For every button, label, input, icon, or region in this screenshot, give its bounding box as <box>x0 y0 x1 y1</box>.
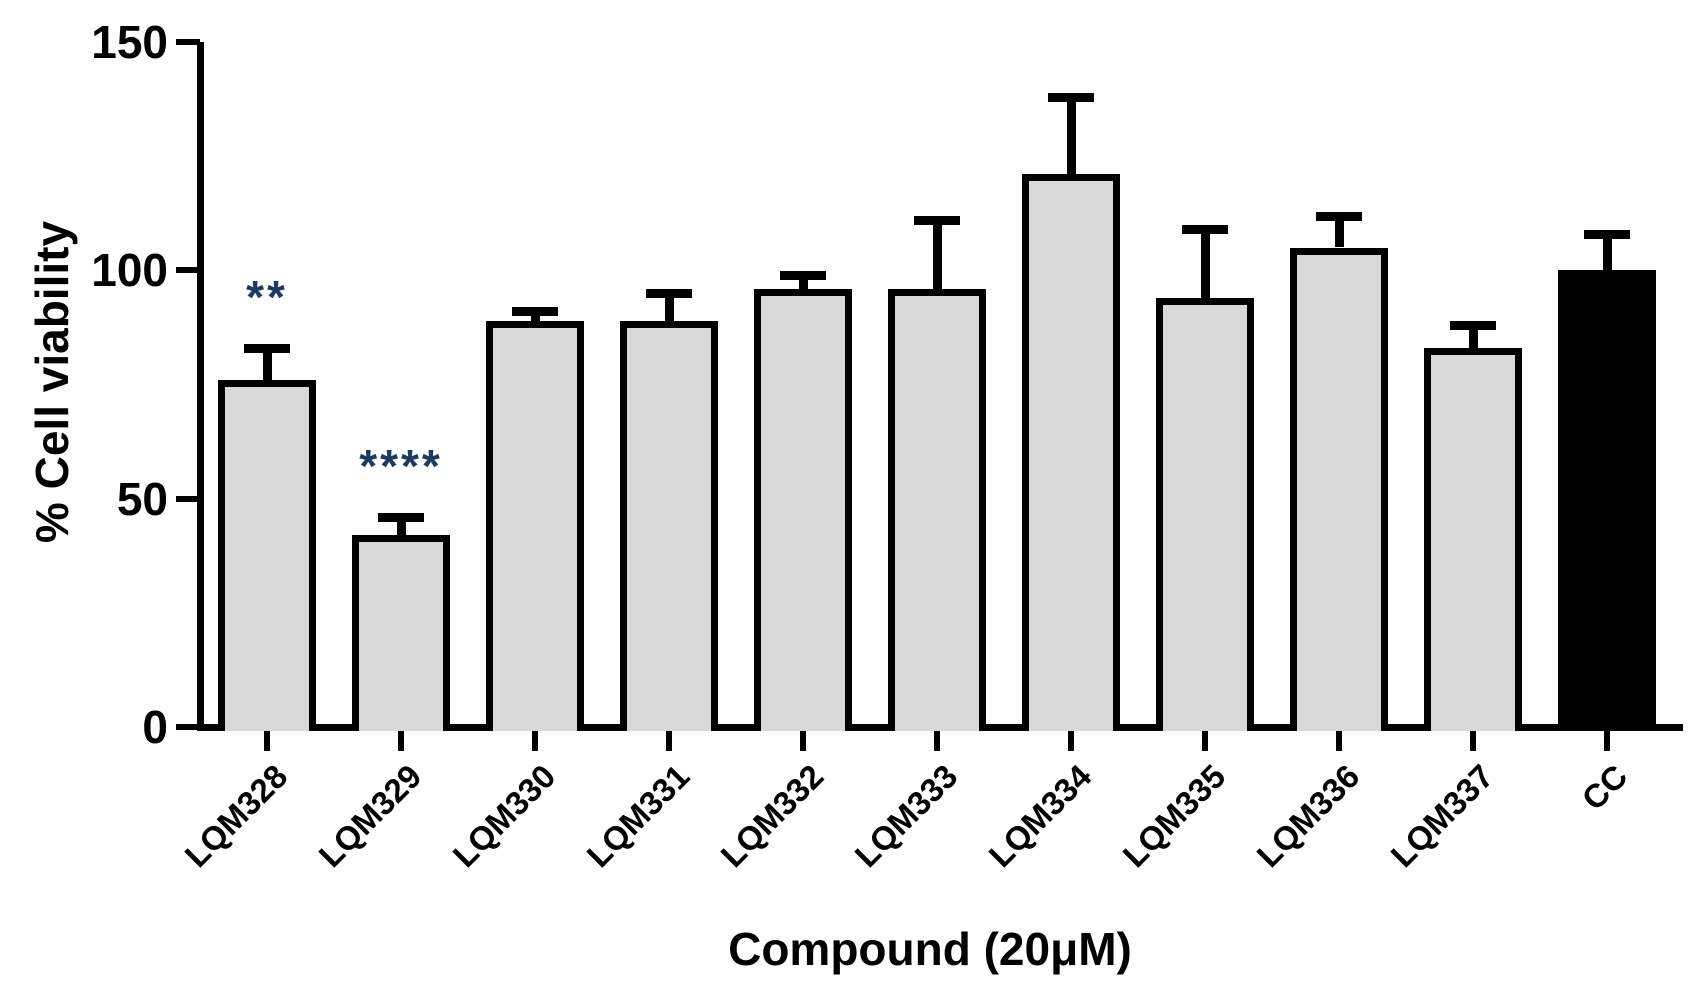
x-tick-LQM330 <box>532 731 538 751</box>
x-tick-label-LQM335: LQM335 <box>1115 757 1233 875</box>
x-tick-LQM332 <box>800 731 806 751</box>
x-tick-LQM328 <box>264 731 270 751</box>
bar-LQM331 <box>620 320 718 731</box>
error-bar-LQM333 <box>932 220 942 289</box>
error-bar-LQM334 <box>1066 96 1076 175</box>
error-bar-LQM332 <box>798 274 808 289</box>
error-cap-LQM335 <box>1182 225 1228 235</box>
bar-LQM329 <box>352 535 450 731</box>
significance-LQM328: ** <box>246 270 288 323</box>
error-bar-LQM328 <box>262 347 272 380</box>
y-axis-line <box>197 42 204 731</box>
bar-LQM328 <box>218 379 316 731</box>
x-tick-label-LQM334: LQM334 <box>981 757 1099 875</box>
error-cap-LQM337 <box>1450 321 1496 331</box>
x-tick-label-LQM333: LQM333 <box>847 757 965 875</box>
bar-LQM336 <box>1290 247 1388 731</box>
y-tick-label-100: 100 <box>91 244 168 297</box>
y-tick-label-50: 50 <box>116 472 168 525</box>
error-bar-LQM337 <box>1468 325 1478 348</box>
error-cap-LQM334 <box>1048 92 1094 102</box>
error-bar-LQM329 <box>396 516 406 536</box>
error-cap-LQM332 <box>780 270 826 280</box>
bar-CC <box>1558 270 1656 731</box>
error-bar-LQM335 <box>1200 229 1210 298</box>
bar-LQM334 <box>1022 174 1120 731</box>
x-tick-label-LQM332: LQM332 <box>713 757 831 875</box>
y-tick-50 <box>176 495 200 502</box>
bar-LQM335 <box>1156 297 1254 731</box>
x-tick-label-LQM337: LQM337 <box>1383 757 1501 875</box>
y-tick-label-150: 150 <box>91 16 168 68</box>
error-cap-LQM331 <box>646 289 692 299</box>
x-tick-label-LQM331: LQM331 <box>579 757 697 875</box>
bar-LQM330 <box>486 320 584 731</box>
y-axis-title: % Cell viability <box>26 220 78 544</box>
y-tick-100 <box>176 267 200 274</box>
x-tick-LQM331 <box>666 731 672 751</box>
x-tick-label-LQM330: LQM330 <box>445 757 563 875</box>
y-tick-150 <box>176 39 200 45</box>
x-tick-label-LQM336: LQM336 <box>1249 757 1367 875</box>
error-cap-LQM330 <box>512 307 558 317</box>
bar-LQM337 <box>1424 347 1522 731</box>
error-bar-CC <box>1602 233 1612 271</box>
x-tick-LQM334 <box>1068 731 1074 751</box>
x-tick-LQM329 <box>398 731 404 751</box>
error-bar-LQM336 <box>1334 215 1344 248</box>
y-tick-label-0: 0 <box>142 701 168 753</box>
x-tick-LQM335 <box>1202 731 1208 751</box>
x-tick-label-CC: CC <box>1574 757 1635 818</box>
bar-LQM333 <box>888 288 986 731</box>
y-tick-0 <box>176 724 200 730</box>
bar-LQM332 <box>754 288 852 731</box>
error-cap-LQM333 <box>914 216 960 226</box>
error-bar-LQM331 <box>664 293 674 321</box>
x-tick-label-LQM328: LQM328 <box>177 757 295 875</box>
x-tick-LQM333 <box>934 731 940 751</box>
x-axis-title: Compound (20μM) <box>728 923 1132 975</box>
error-cap-LQM328 <box>244 343 290 353</box>
x-tick-LQM336 <box>1336 731 1342 751</box>
error-cap-CC <box>1584 229 1630 239</box>
significance-LQM329: **** <box>359 439 443 492</box>
error-cap-LQM329 <box>378 512 424 522</box>
x-tick-CC <box>1604 731 1610 751</box>
error-cap-LQM336 <box>1316 211 1362 221</box>
x-tick-LQM337 <box>1470 731 1476 751</box>
x-tick-label-LQM329: LQM329 <box>311 757 429 875</box>
